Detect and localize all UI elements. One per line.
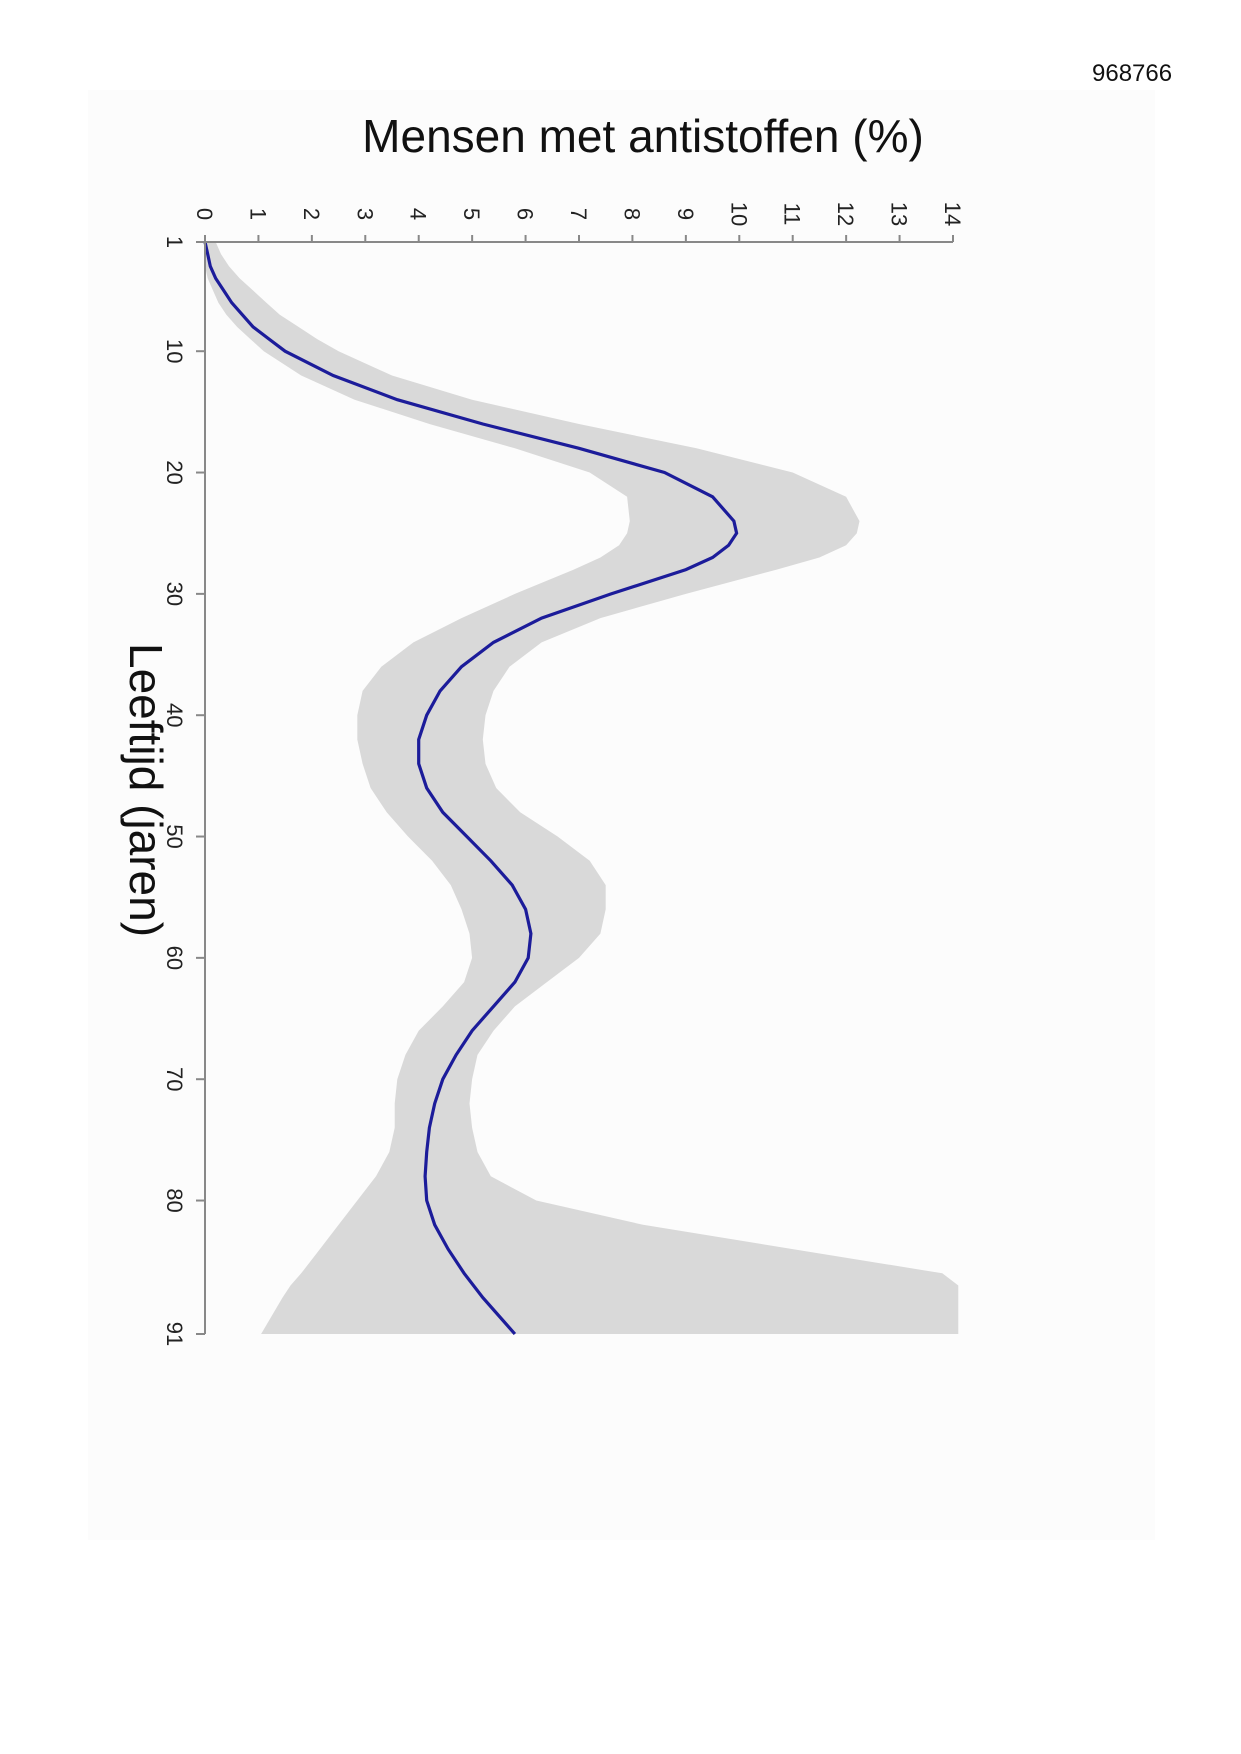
y-tick-label-2: 2 <box>299 208 324 220</box>
y-tick-label-14: 14 <box>940 202 965 226</box>
x-tick-label-70: 70 <box>162 1067 187 1091</box>
x-tick-label-50: 50 <box>162 824 187 848</box>
x-tick-label-1: 1 <box>162 236 187 248</box>
chart-panel: Mensen met antistoffen (%) Leeftijd (jar… <box>88 90 1155 1540</box>
y-tick-label-8: 8 <box>619 208 644 220</box>
y-tick-label-5: 5 <box>459 208 484 220</box>
y-tick-label-3: 3 <box>352 208 377 220</box>
x-axis-label: Leeftijd (jaren) <box>120 643 172 937</box>
y-tick-label-7: 7 <box>566 208 591 220</box>
x-tick-label-91: 91 <box>162 1322 187 1346</box>
y-tick-label-4: 4 <box>406 208 431 220</box>
x-tick-label-20: 20 <box>162 460 187 484</box>
x-tick-label-30: 30 <box>162 582 187 606</box>
y-tick-label-1: 1 <box>245 208 270 220</box>
x-tick-label-80: 80 <box>162 1188 187 1212</box>
mean-line <box>203 241 739 1336</box>
y-tick-label-0: 0 <box>192 208 217 220</box>
y-tick-label-9: 9 <box>673 208 698 220</box>
y-tick-label-13: 13 <box>887 202 912 226</box>
y-tick-label-6: 6 <box>513 208 538 220</box>
x-tick-label-40: 40 <box>162 703 187 727</box>
y-tick-label-10: 10 <box>726 202 751 226</box>
confidence-band <box>205 242 959 1334</box>
chart-title: Mensen met antistoffen (%) <box>362 110 924 162</box>
y-tick-label-11: 11 <box>780 203 805 226</box>
x-tick-label-60: 60 <box>162 946 187 970</box>
x-tick-label-10: 10 <box>162 339 187 363</box>
document-id: 968766 <box>1092 60 1173 87</box>
antibody-age-chart: Mensen met antistoffen (%) Leeftijd (jar… <box>120 110 965 1346</box>
y-tick-label-12: 12 <box>833 202 858 226</box>
